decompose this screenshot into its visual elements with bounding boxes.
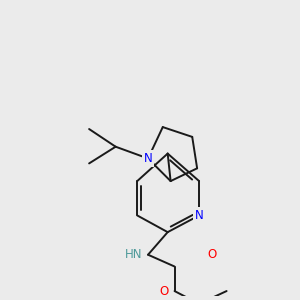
Text: N: N xyxy=(195,209,203,222)
Text: N: N xyxy=(144,152,152,165)
Text: O: O xyxy=(207,248,216,261)
Text: HN: HN xyxy=(124,248,142,261)
Text: O: O xyxy=(159,285,169,298)
